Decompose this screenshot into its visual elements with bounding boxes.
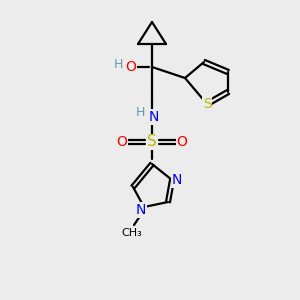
Text: S: S [147, 134, 157, 149]
Text: N: N [172, 173, 182, 187]
Text: H: H [114, 58, 123, 71]
Text: H: H [135, 106, 145, 119]
Text: N: N [136, 203, 146, 217]
Text: CH₃: CH₃ [122, 228, 142, 238]
Text: O: O [126, 60, 136, 74]
Text: O: O [177, 135, 188, 149]
Text: O: O [117, 135, 128, 149]
Text: N: N [149, 110, 159, 124]
Text: S: S [202, 97, 211, 111]
